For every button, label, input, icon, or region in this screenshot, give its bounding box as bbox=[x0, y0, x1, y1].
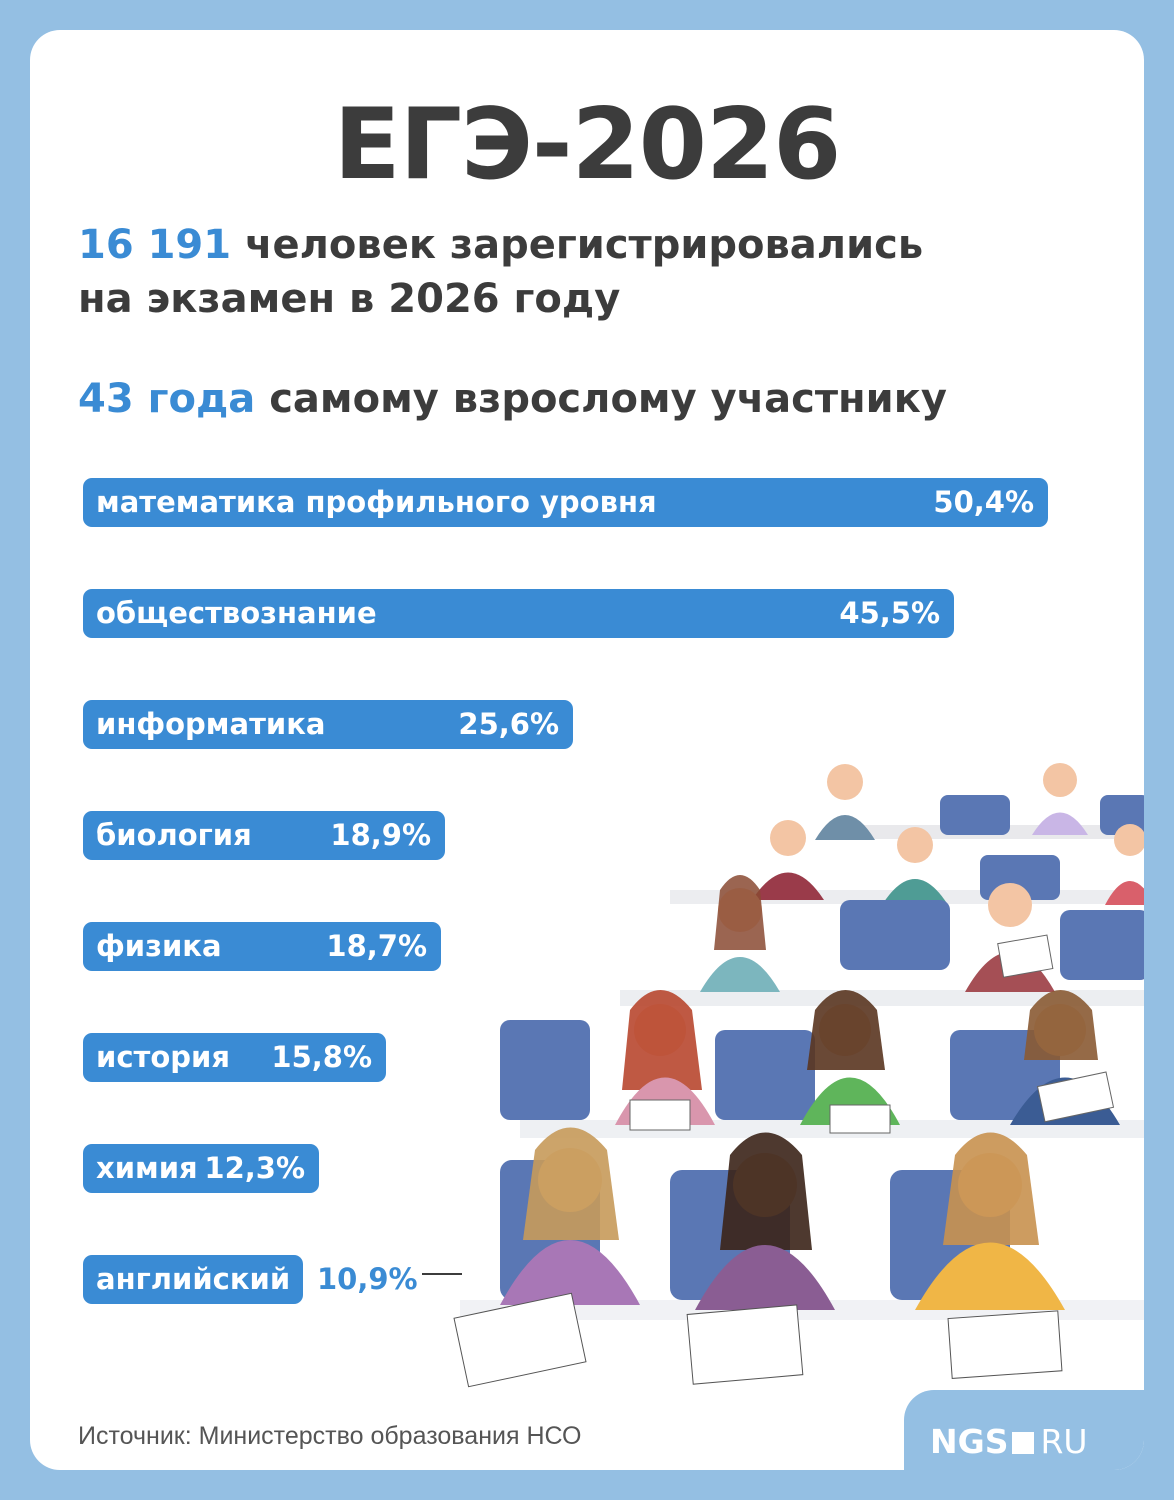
bar-label: биология bbox=[96, 818, 252, 852]
oldest-age: 43 года bbox=[78, 376, 256, 422]
bar-label: химия bbox=[96, 1151, 198, 1185]
bar-label: история bbox=[96, 1040, 230, 1074]
bar-2: обществознание 45,5% bbox=[83, 589, 954, 638]
bar-value: 15,8% bbox=[271, 1040, 372, 1074]
bar-label: физика bbox=[96, 929, 222, 963]
logo-tab bbox=[904, 1390, 1144, 1470]
bar-value: 45,5% bbox=[839, 596, 940, 630]
bar-4: биология 18,9% bbox=[83, 811, 445, 860]
bar-value: 25,6% bbox=[458, 707, 559, 741]
registered-text: человек зарегистрировались bbox=[231, 222, 924, 268]
registered-text-line2: на экзамен в 2026 году bbox=[78, 276, 621, 322]
bar-value: 18,9% bbox=[330, 818, 431, 852]
registered-count: 16 191 bbox=[78, 222, 232, 268]
infographic-card: ЕГЭ-2026 16 191 человек зарегистрировали… bbox=[30, 30, 1144, 1470]
oldest-text: самому взрослому участнику bbox=[255, 376, 947, 422]
bar-value: 10,9% bbox=[317, 1262, 418, 1296]
bar-3: информатика 25,6% bbox=[83, 700, 573, 749]
bar-value: 50,4% bbox=[933, 485, 1034, 519]
bar-value: 18,7% bbox=[326, 929, 427, 963]
ngs-logo: NGS RU bbox=[930, 1422, 1088, 1461]
bar-label: обществознание bbox=[96, 596, 377, 630]
bar-7: химия 12,3% bbox=[83, 1144, 319, 1193]
value-leader-line bbox=[422, 1273, 462, 1275]
registered-stat: 16 191 человек зарегистрировались на экз… bbox=[78, 218, 923, 326]
bar-5: физика 18,7% bbox=[83, 922, 441, 971]
page-title: ЕГЭ-2026 bbox=[333, 88, 842, 202]
bar-label: английский bbox=[96, 1262, 291, 1296]
students-exam-illustration bbox=[453, 763, 1144, 1388]
oldest-participant-stat: 43 года самому взрослому участнику bbox=[78, 372, 947, 426]
bar-label: информатика bbox=[96, 707, 326, 741]
bar-label: математика профильного уровня bbox=[96, 485, 657, 519]
bar-value: 12,3% bbox=[204, 1151, 305, 1185]
logo-square-icon bbox=[1012, 1432, 1035, 1454]
bar-8: английский 10,9% bbox=[83, 1255, 418, 1304]
bar-1: математика профильного уровня 50,4% bbox=[83, 478, 1048, 527]
bar-6: история 15,8% bbox=[83, 1033, 386, 1082]
source-note: Источник: Министерство образования НСО bbox=[78, 1422, 582, 1450]
